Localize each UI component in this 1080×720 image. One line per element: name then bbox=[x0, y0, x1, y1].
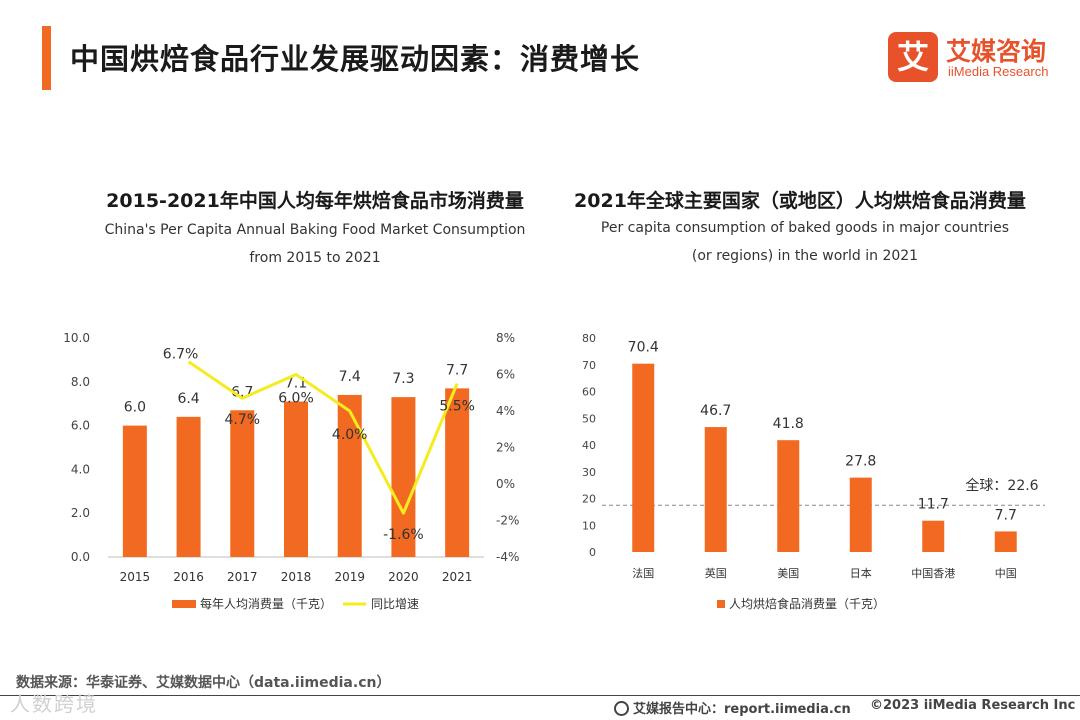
y-tick-label: 10 bbox=[582, 519, 596, 532]
y-tick-label: 60 bbox=[582, 386, 596, 399]
logo-text-cn: 艾媒咨询 bbox=[946, 37, 1047, 66]
left-combo-chart: 0.0 2.0 4.0 6.0 8.0 10.0 -4% -2% 0% 2% 4% 6% 8% 6.0 20… bbox=[63, 331, 519, 611]
y-right-tick-label: 2% bbox=[496, 441, 515, 455]
y-right-tick-label: 8% bbox=[496, 331, 515, 345]
y-right-tick-label: 4% bbox=[496, 404, 515, 418]
x-tick-label: 日本 bbox=[850, 566, 872, 580]
bar bbox=[122, 425, 147, 557]
right-chart-title: 2021年全球主要国家（或地区）人均烘焙食品消费量 bbox=[574, 190, 1026, 212]
logo-text-en: iiMedia Research bbox=[948, 64, 1049, 79]
x-tick-label: 2019 bbox=[334, 570, 365, 584]
bar-value-label: 7.7 bbox=[995, 507, 1017, 523]
right-chart-subtitle: Per capita consumption of baked goods in… bbox=[540, 214, 1070, 270]
left-chart-subtitle: China's Per Capita Annual Baking Food Ma… bbox=[30, 216, 600, 272]
y-left-tick-label: 0.0 bbox=[71, 550, 90, 564]
bar bbox=[337, 394, 362, 557]
bar bbox=[849, 477, 872, 552]
growth-rate-label: 5.5% bbox=[439, 399, 475, 415]
x-tick-label: 美国 bbox=[777, 567, 799, 580]
y-tick-label: 70 bbox=[582, 359, 596, 372]
footer-report-link: 艾媒报告中心：report.iimedia.cn bbox=[614, 698, 851, 717]
x-tick-label: 法国 bbox=[632, 566, 654, 580]
left-chart-subtitle-line-1: China's Per Capita Annual Baking Food Ma… bbox=[104, 222, 526, 238]
footer-divider bbox=[0, 695, 1080, 696]
page-title: 中国烘焙食品行业发展驱动因素：消费增长 bbox=[70, 42, 641, 76]
y-tick-label: 30 bbox=[582, 466, 596, 479]
bar bbox=[284, 401, 308, 557]
y-tick-label: 0 bbox=[589, 546, 596, 559]
bar bbox=[230, 410, 255, 557]
x-tick-label: 中国香港 bbox=[911, 567, 955, 580]
y-left-tick-label: 8.0 bbox=[71, 375, 90, 389]
y-left-tick-label: 2.0 bbox=[71, 506, 90, 520]
right-chart-subtitle-line-1: Per capita consumption of baked goods in… bbox=[600, 220, 1010, 236]
bar-value-label: 7.3 bbox=[392, 371, 414, 387]
global-average-label: 全球：22.6 bbox=[965, 477, 1038, 494]
legend-bar-label: 每年人均消费量（千克） bbox=[200, 596, 332, 611]
x-tick-label: 2021 bbox=[442, 570, 473, 584]
watermark: 人数跨境 bbox=[10, 692, 98, 716]
x-tick-label: 2016 bbox=[173, 570, 204, 584]
legend-line-label: 同比增速 bbox=[371, 597, 419, 611]
bar bbox=[391, 397, 416, 557]
x-tick-label: 英国 bbox=[705, 566, 727, 580]
y-left-tick-label: 10.0 bbox=[63, 331, 90, 345]
bar bbox=[994, 531, 1017, 552]
legend-bar-swatch bbox=[172, 600, 196, 608]
bar bbox=[176, 416, 201, 557]
growth-rate-label: 6.7% bbox=[163, 347, 199, 363]
growth-rate-label: 6.0% bbox=[278, 391, 314, 407]
bar bbox=[704, 427, 727, 552]
y-right-tick-label: -2% bbox=[496, 514, 519, 528]
copyright: ©2023 iiMedia Research Inc bbox=[870, 698, 1076, 713]
left-chart-subtitle-line-2: from 2015 to 2021 bbox=[249, 250, 381, 266]
bar-value-label: 6.4 bbox=[177, 391, 199, 407]
y-tick-label: 50 bbox=[582, 412, 596, 425]
footer-report-text: 艾媒报告中心：report.iimedia.cn bbox=[633, 702, 851, 717]
logo-mark: 艾 bbox=[888, 32, 938, 82]
bar-value-label: 7.4 bbox=[339, 369, 361, 385]
growth-rate-label: -1.6% bbox=[383, 527, 424, 543]
bar-value-label: 27.8 bbox=[845, 454, 876, 470]
bar-value-label: 6.0 bbox=[124, 400, 146, 416]
bar-value-label: 70.4 bbox=[628, 340, 659, 356]
growth-rate-line bbox=[187, 360, 459, 515]
x-tick-label: 2015 bbox=[120, 570, 151, 584]
legend-bar-swatch bbox=[717, 600, 725, 608]
y-tick-label: 80 bbox=[582, 332, 596, 345]
bar bbox=[922, 520, 945, 552]
bar-value-label: 46.7 bbox=[700, 403, 731, 419]
y-right-tick-label: 0% bbox=[496, 477, 515, 491]
right-chart-subtitle-line-2: (or regions) in the world in 2021 bbox=[691, 248, 919, 264]
growth-rate-label: 4.0% bbox=[332, 427, 368, 443]
bar bbox=[445, 388, 470, 557]
bar bbox=[632, 363, 655, 552]
y-left-tick-label: 4.0 bbox=[71, 462, 90, 476]
x-tick-label: 中国 bbox=[995, 567, 1017, 580]
y-right-tick-label: 6% bbox=[496, 368, 515, 382]
x-tick-label: 2020 bbox=[388, 570, 419, 584]
growth-rate-label: 4.7% bbox=[224, 412, 260, 428]
x-tick-label: 2018 bbox=[281, 570, 312, 584]
title-accent-bar bbox=[42, 26, 51, 90]
left-chart-title: 2015-2021年中国人均每年烘焙食品市场消费量 bbox=[106, 190, 524, 212]
bar-value-label: 41.8 bbox=[773, 416, 804, 432]
data-source: 数据来源：华泰证券、艾媒数据中心（data.iimedia.cn） bbox=[16, 675, 391, 691]
right-bar-chart: 0 10 20 30 40 50 60 70 80 全球：22.6 70.4 法国 46.7 英国 41.8… bbox=[582, 332, 1045, 611]
bar-value-label: 11.7 bbox=[918, 497, 949, 513]
iimedia-logo: 艾 艾媒咨询 iiMedia Research bbox=[888, 30, 1068, 84]
bar bbox=[777, 440, 800, 552]
legend-bar-label: 人均烘焙食品消费量（千克） bbox=[729, 596, 885, 611]
y-tick-label: 40 bbox=[582, 439, 596, 452]
x-tick-label: 2017 bbox=[227, 570, 258, 584]
y-right-tick-label: -4% bbox=[496, 550, 519, 564]
y-tick-label: 20 bbox=[582, 493, 596, 506]
y-left-tick-label: 6.0 bbox=[71, 419, 90, 433]
bar-value-label: 7.7 bbox=[446, 362, 468, 378]
globe-icon bbox=[614, 701, 629, 716]
